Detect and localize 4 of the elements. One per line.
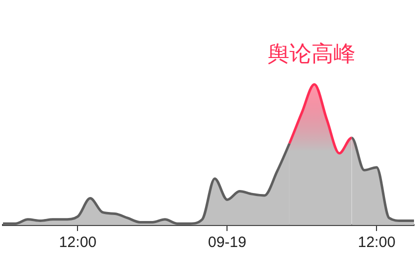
- text: 舆论高峰: [267, 42, 356, 68]
- x-tick-label: 12:00: [358, 234, 396, 252]
- x-tick-label: 12:00: [58, 234, 96, 252]
- x-tick-label: 09-19: [208, 234, 246, 252]
